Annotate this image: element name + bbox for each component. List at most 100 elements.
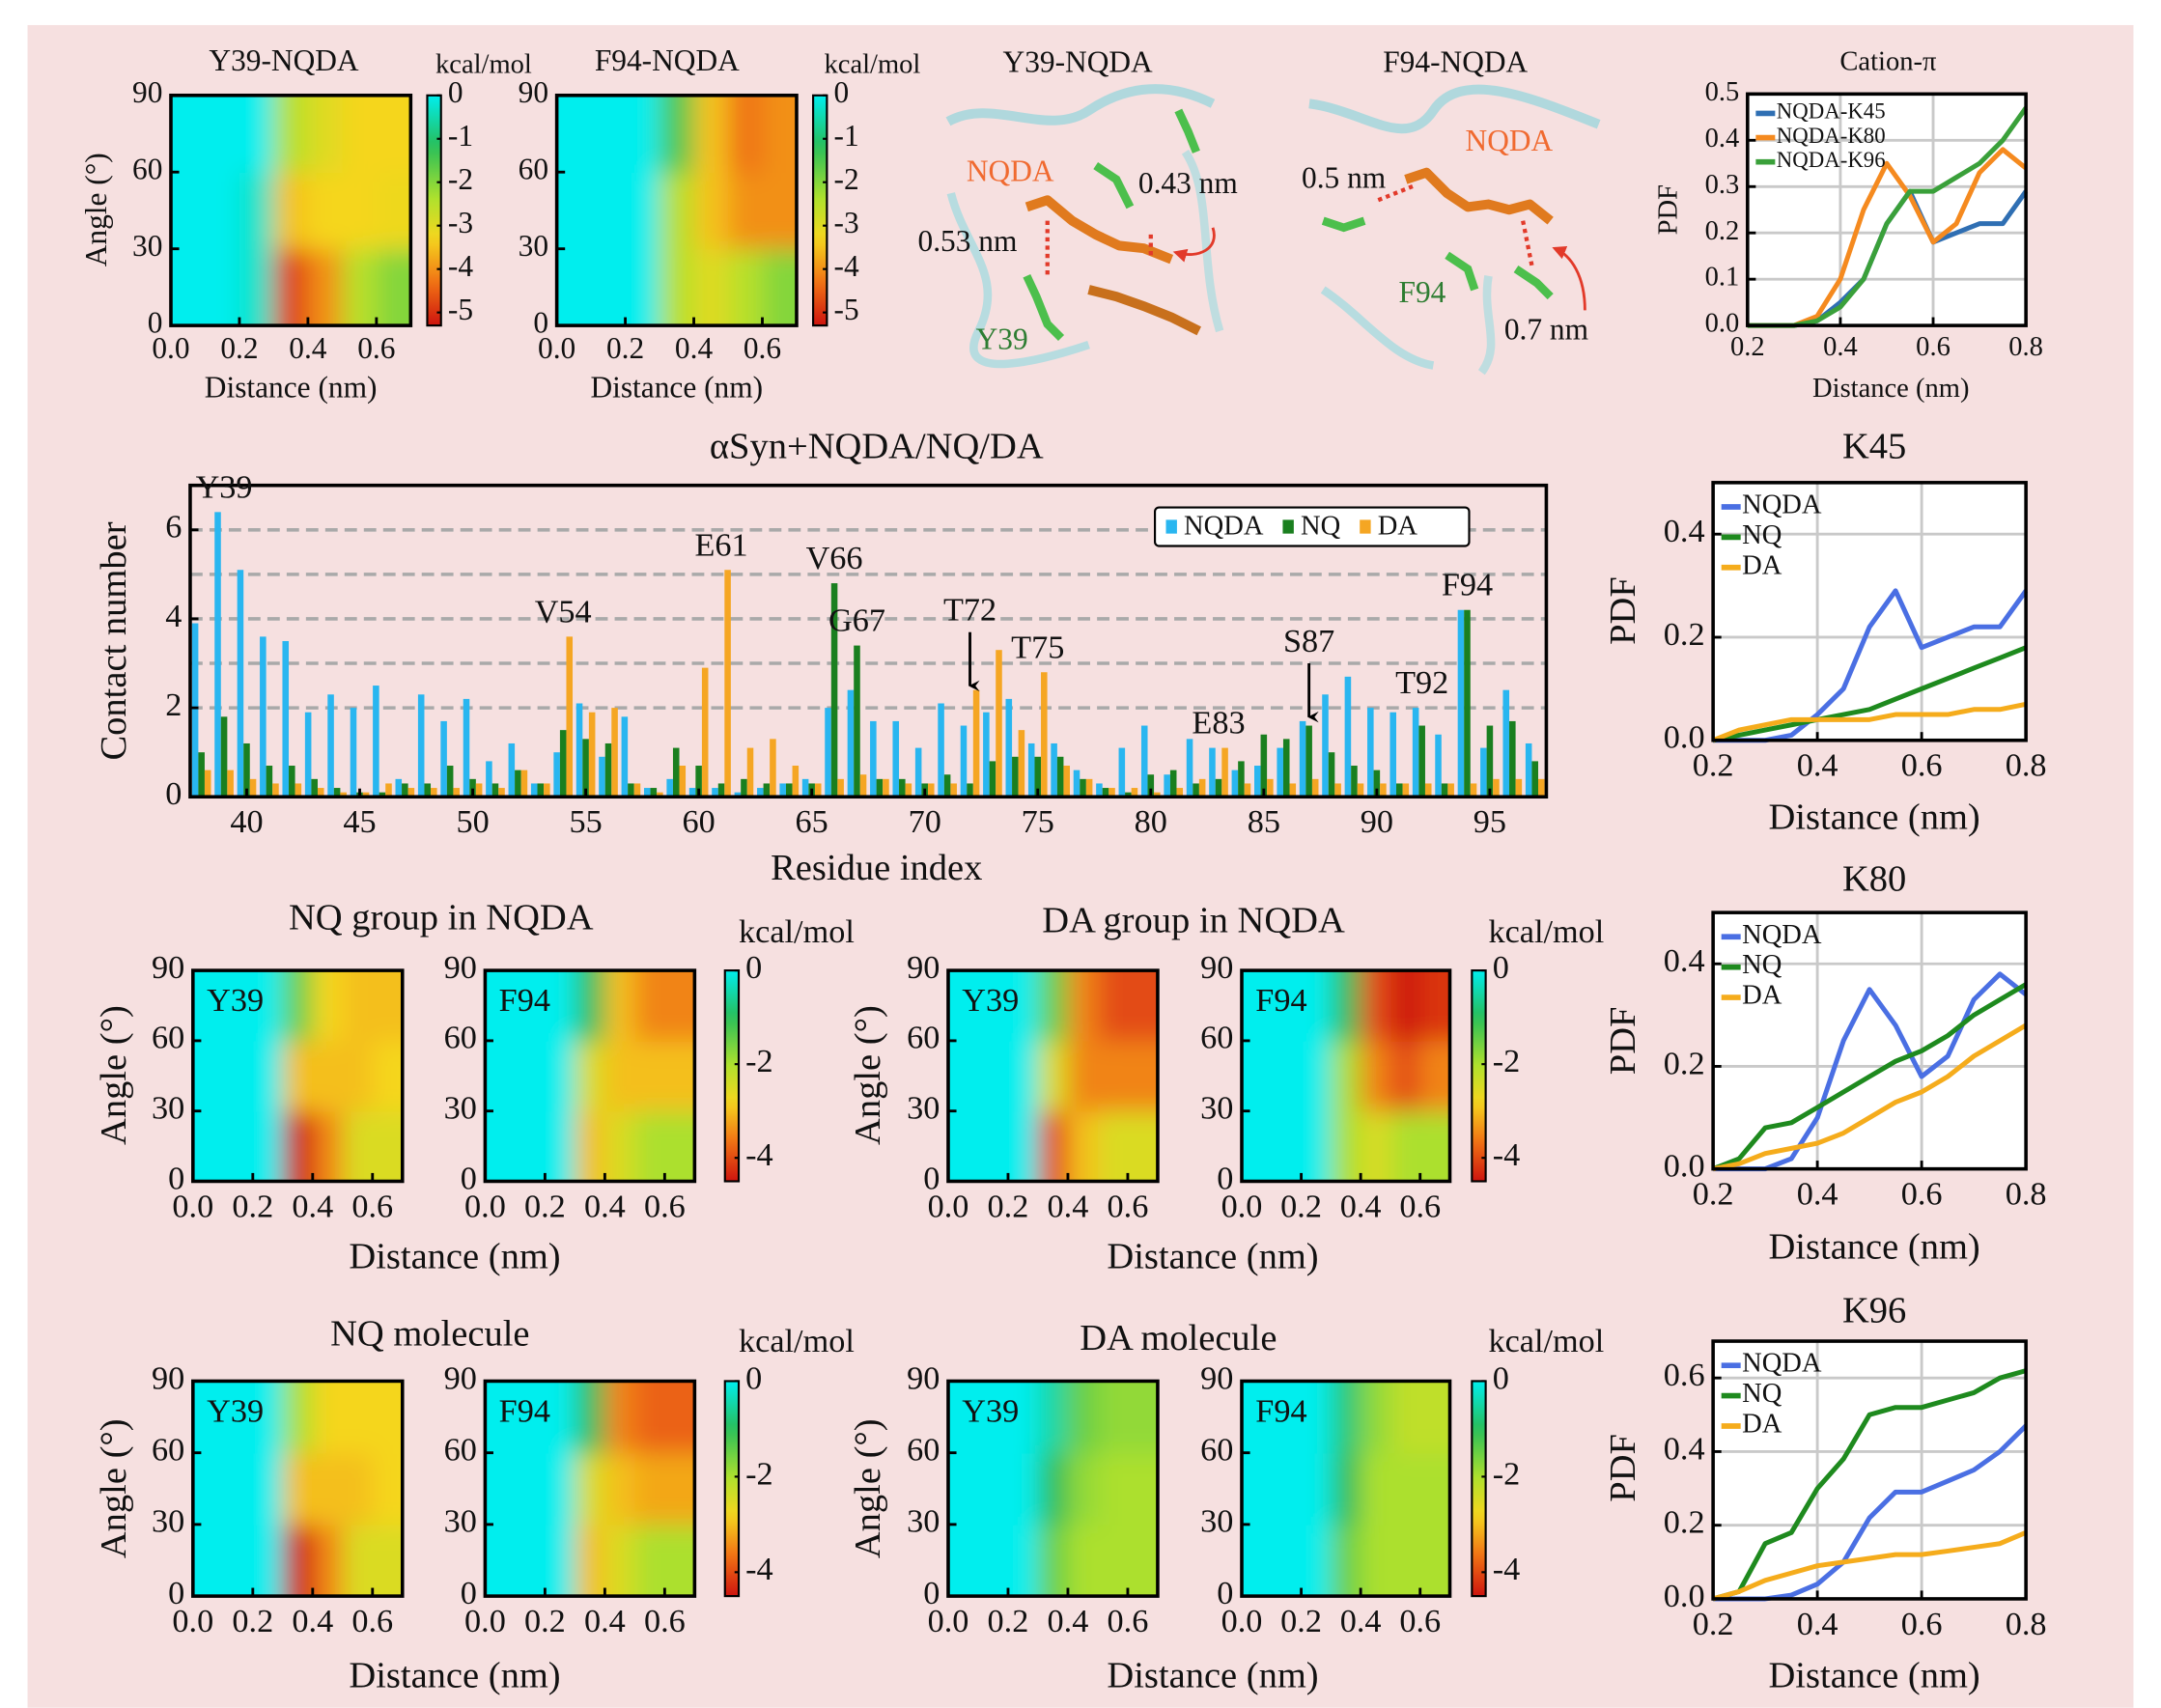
structure-label: F94	[1399, 275, 1446, 309]
x-tick-label: 55	[569, 803, 602, 840]
heatmap-cell	[591, 172, 626, 249]
bar	[260, 636, 267, 797]
x-tick-label: 0.4	[292, 1188, 333, 1224]
y-axis-label: Contact number	[94, 521, 134, 760]
bar	[1389, 713, 1396, 798]
bar	[1261, 735, 1268, 798]
bar	[1238, 761, 1245, 797]
bar	[238, 570, 244, 797]
colorbar	[725, 970, 739, 1181]
y-tick-label: 2	[165, 686, 182, 723]
bar	[892, 721, 899, 797]
heatmap-cell	[728, 172, 763, 249]
annotation: V54	[535, 593, 592, 630]
y-tick-label: 30	[1200, 1503, 1233, 1540]
chart-title: αSyn+NQDA/NQ/DA	[710, 426, 1044, 466]
y-tick-label: 0	[923, 1575, 940, 1611]
y-tick-label: 60	[907, 1432, 940, 1469]
x-tick-label: 75	[1022, 803, 1054, 840]
y-tick-label: 6	[165, 509, 182, 546]
x-tick-label: 0.2	[606, 331, 644, 365]
x-tick-label: 0.2	[524, 1188, 566, 1224]
legend-swatch	[1360, 519, 1370, 533]
bar	[779, 783, 786, 797]
legend-label: DA	[1742, 550, 1782, 580]
colorbar-label: kcal/mol	[739, 913, 855, 950]
heatmap-cells	[444, 929, 737, 1223]
bar	[915, 748, 922, 798]
heatmap-cell	[626, 172, 660, 249]
colorbar-tick-label: -3	[834, 206, 859, 239]
legend-label: DA	[1742, 1410, 1782, 1440]
x-tick-label: 0.6	[1901, 1176, 1943, 1213]
bar	[1096, 783, 1103, 797]
bar	[1345, 677, 1352, 797]
heatmap-cell	[1390, 1041, 1421, 1112]
chart-title: NQ molecule	[330, 1314, 529, 1355]
bar	[553, 752, 560, 797]
legend-label: NQDA	[1742, 920, 1822, 950]
heatmap-cell	[1038, 1453, 1069, 1526]
heatmap-cells	[444, 1340, 737, 1638]
bar	[250, 779, 257, 797]
y-tick-label: 90	[132, 75, 162, 109]
bar	[786, 783, 793, 797]
x-tick-label: 0.4	[292, 1603, 333, 1639]
bar	[1119, 748, 1126, 798]
y-tick-label: 0.5	[1705, 77, 1740, 107]
bar	[1502, 690, 1509, 798]
annotation: Y39	[196, 468, 253, 505]
bar	[950, 783, 957, 797]
heatmap-cell	[604, 1041, 635, 1112]
bar	[928, 783, 935, 797]
x-tick-label: 0.2	[524, 1603, 566, 1639]
colorbar-tick-label: -5	[834, 293, 859, 326]
legend-label: NQDA	[1742, 490, 1822, 520]
y-tick-label: 0	[165, 775, 182, 812]
colorbar-label: kcal/mol	[1488, 1323, 1604, 1359]
heatmap-cell	[634, 1041, 665, 1112]
bar	[1305, 726, 1312, 798]
x-tick-label: 0.6	[357, 331, 395, 365]
bar	[1216, 779, 1222, 797]
legend-label: NQ	[1301, 511, 1341, 541]
y-tick-label: 30	[444, 1090, 477, 1127]
bar	[221, 716, 228, 797]
y-tick-label: 30	[444, 1503, 477, 1540]
bar	[1334, 783, 1341, 797]
bar	[538, 783, 545, 797]
bar	[906, 783, 912, 797]
x-tick-label: 65	[796, 803, 828, 840]
bar	[1526, 743, 1532, 797]
legend-label: NQ	[1742, 950, 1782, 980]
chart-title: K96	[1842, 1290, 1906, 1330]
x-tick-label: 0.4	[1048, 1188, 1089, 1224]
bar	[1006, 699, 1013, 797]
bar	[673, 748, 680, 798]
heatmap-cell	[253, 1041, 284, 1112]
panel-label: F94	[1255, 982, 1306, 1019]
x-tick-label: 0.4	[584, 1188, 626, 1224]
bar	[192, 624, 199, 798]
chart-title: NQ group in NQDA	[289, 898, 594, 938]
y-tick-label: 0.4	[1664, 1430, 1705, 1467]
bar	[305, 713, 312, 798]
heatmap-cell	[239, 172, 274, 249]
annotation: F94	[1442, 567, 1493, 603]
x-tick-label: 0.2	[232, 1603, 273, 1639]
x-axis-label: Distance (nm)	[349, 1656, 560, 1696]
heatmap-cell	[1302, 1453, 1333, 1526]
x-axis-label: Residue index	[771, 848, 982, 888]
heatmap-panel	[516, 54, 839, 368]
bar	[883, 779, 889, 797]
bar	[205, 770, 211, 798]
x-tick-label: 0.6	[744, 331, 781, 365]
heatmap-cell	[1098, 1041, 1129, 1112]
chart-title: Y39-NQDA	[209, 43, 359, 77]
y-tick-label: 0.2	[1664, 1045, 1705, 1081]
bar	[1493, 779, 1500, 797]
heatmap-cell	[545, 1041, 575, 1112]
bar	[1413, 708, 1419, 797]
heatmap-cell	[273, 172, 308, 249]
heatmap-cell	[343, 1453, 374, 1526]
